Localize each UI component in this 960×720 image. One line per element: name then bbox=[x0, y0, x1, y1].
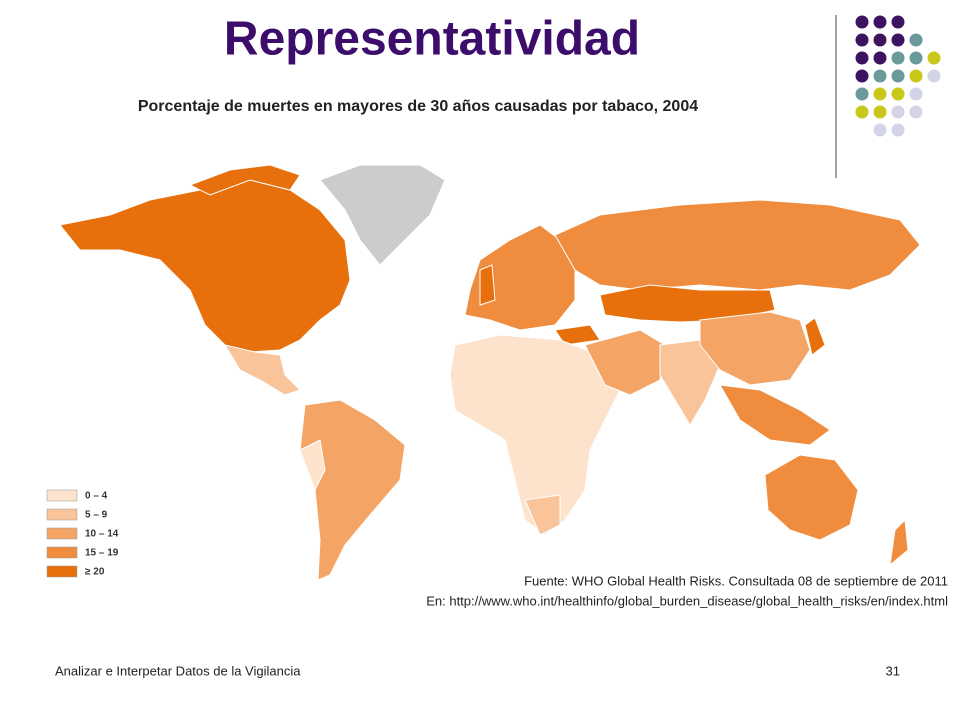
china bbox=[699, 311, 811, 386]
europe bbox=[464, 224, 576, 331]
dot bbox=[909, 105, 923, 119]
north-america bbox=[59, 179, 351, 353]
dot bbox=[909, 87, 923, 101]
dot bbox=[891, 123, 905, 137]
legend-swatch bbox=[46, 508, 78, 521]
legend-label: 5 – 9 bbox=[85, 510, 108, 521]
dot bbox=[873, 51, 887, 65]
dot bbox=[855, 15, 869, 29]
dot bbox=[891, 33, 905, 47]
dot bbox=[909, 33, 923, 47]
page-number: 31 bbox=[886, 663, 900, 678]
dot bbox=[909, 51, 923, 65]
dot bbox=[873, 105, 887, 119]
dot bbox=[855, 33, 869, 47]
uk bbox=[479, 264, 496, 306]
legend-swatch bbox=[46, 565, 78, 578]
legend: 0 – 4 5 – 9 10 – 14 15 – 19 ≥ 20 bbox=[46, 489, 119, 578]
greenland bbox=[319, 164, 446, 266]
legend-label: 15 – 19 bbox=[85, 548, 119, 559]
source-url: En: http://www.who.int/healthinfo/global… bbox=[426, 593, 948, 608]
legend-label: ≥ 20 bbox=[85, 567, 105, 578]
dot bbox=[855, 51, 869, 65]
dot bbox=[873, 15, 887, 29]
legend-label: 10 – 14 bbox=[85, 529, 119, 540]
arctic-islands bbox=[188, 164, 301, 196]
legend-swatch bbox=[46, 489, 78, 502]
dot bbox=[891, 51, 905, 65]
dot bbox=[891, 15, 905, 29]
dot bbox=[873, 87, 887, 101]
middle-east bbox=[584, 329, 666, 396]
turkey bbox=[554, 324, 601, 346]
dot bbox=[891, 69, 905, 83]
new-zealand bbox=[889, 518, 909, 567]
dot bbox=[855, 105, 869, 119]
slide-title: Representatividad bbox=[224, 13, 640, 66]
legend-label: 0 – 4 bbox=[85, 491, 108, 502]
dot bbox=[909, 69, 923, 83]
dot bbox=[927, 69, 941, 83]
japan bbox=[804, 317, 826, 356]
dot bbox=[873, 33, 887, 47]
legend-swatch bbox=[46, 527, 78, 540]
dot bbox=[927, 51, 941, 65]
legend-swatch bbox=[46, 546, 78, 559]
map-subtitle: Porcentaje de muertes en mayores de 30 a… bbox=[138, 98, 698, 115]
footer: Analizar e Interpetar Datos de la Vigila… bbox=[55, 663, 301, 678]
dot bbox=[873, 69, 887, 83]
dot bbox=[855, 69, 869, 83]
south-america bbox=[299, 399, 406, 581]
mexico bbox=[223, 344, 301, 396]
australia bbox=[764, 454, 859, 541]
dot bbox=[873, 123, 887, 137]
dot bbox=[891, 105, 905, 119]
southern-africa bbox=[524, 494, 561, 536]
source-line: Fuente: WHO Global Health Risks. Consult… bbox=[524, 573, 948, 588]
decoration-dots bbox=[855, 15, 941, 137]
southeast-asia bbox=[719, 384, 831, 446]
africa bbox=[449, 334, 621, 536]
dot bbox=[891, 87, 905, 101]
dot bbox=[855, 87, 869, 101]
world-map bbox=[59, 164, 921, 581]
peru bbox=[299, 439, 326, 492]
russia bbox=[554, 199, 921, 291]
